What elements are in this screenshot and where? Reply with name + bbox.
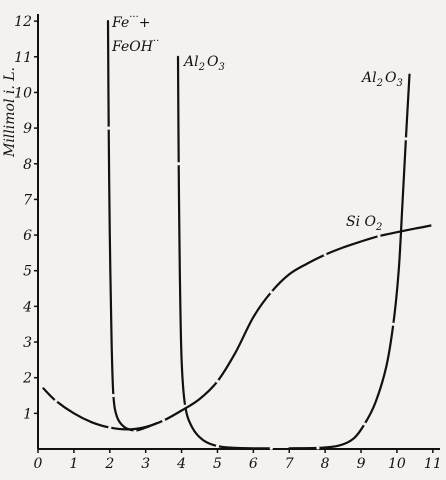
y-tick-label: 2 [22,371,32,387]
data-point [162,418,166,423]
y-tick-label: 11 [14,50,32,66]
annotation-fe: Fe···+ FeOH·· [111,12,159,55]
data-point [108,426,112,430]
x-tick-label: 6 [249,456,258,472]
x-tick-label: 4 [176,456,186,472]
data-point [269,290,273,294]
annotation-sio2: Si O2 [346,214,382,233]
data-point [323,253,327,257]
data-point [269,446,273,450]
y-tick-label: 8 [23,157,32,173]
y-tick-label: 3 [23,335,32,351]
data-point [316,446,320,450]
x-tick-label: 9 [357,456,366,472]
x-tick-label: 2 [104,456,114,472]
annotation-fe-line2: FeOH·· [111,36,159,55]
x-tick-label: 3 [141,456,150,472]
x-tick-label: 8 [321,456,330,472]
y-tick-label: 7 [23,192,32,208]
x-tick-label: 10 [388,456,406,472]
y-tick-label: 4 [22,299,32,315]
annotation-fe-line1: Fe···+ [111,12,151,31]
y-tick-label: 10 [14,85,32,101]
x-tick-label: 1 [69,456,78,472]
series-al2o3-right [288,73,411,450]
data-point [215,379,220,383]
series-sio2 [42,224,434,431]
annotation-al2o3-right: Al2 O3 [360,70,403,89]
x-tick-label: 0 [34,456,43,472]
data-point [215,444,220,448]
x-tick-label: 11 [424,456,442,472]
data-point [111,393,115,398]
y-tick-label: 6 [23,228,32,244]
data-point [363,422,367,426]
x-tick-label: 7 [285,456,294,472]
data-point [177,162,181,166]
y-tick-label: 12 [14,14,32,30]
data-point [54,399,58,403]
annotation-al2o3-left: Al2 O3 [182,54,225,73]
data-point [377,234,381,238]
y-tick-label: 5 [23,264,32,280]
data-point [404,137,408,141]
data-point [391,322,395,326]
y-tick-label: 9 [23,121,32,137]
x-tick-label: 5 [213,456,222,472]
data-point [107,126,111,130]
y-tick-label: 1 [23,406,32,422]
y-axis-title: Millimol i. L. [2,67,18,158]
data-point [431,223,435,227]
series-layer [42,20,435,450]
series-al2o3-left [176,55,273,450]
series-fe-feoh [106,20,158,432]
